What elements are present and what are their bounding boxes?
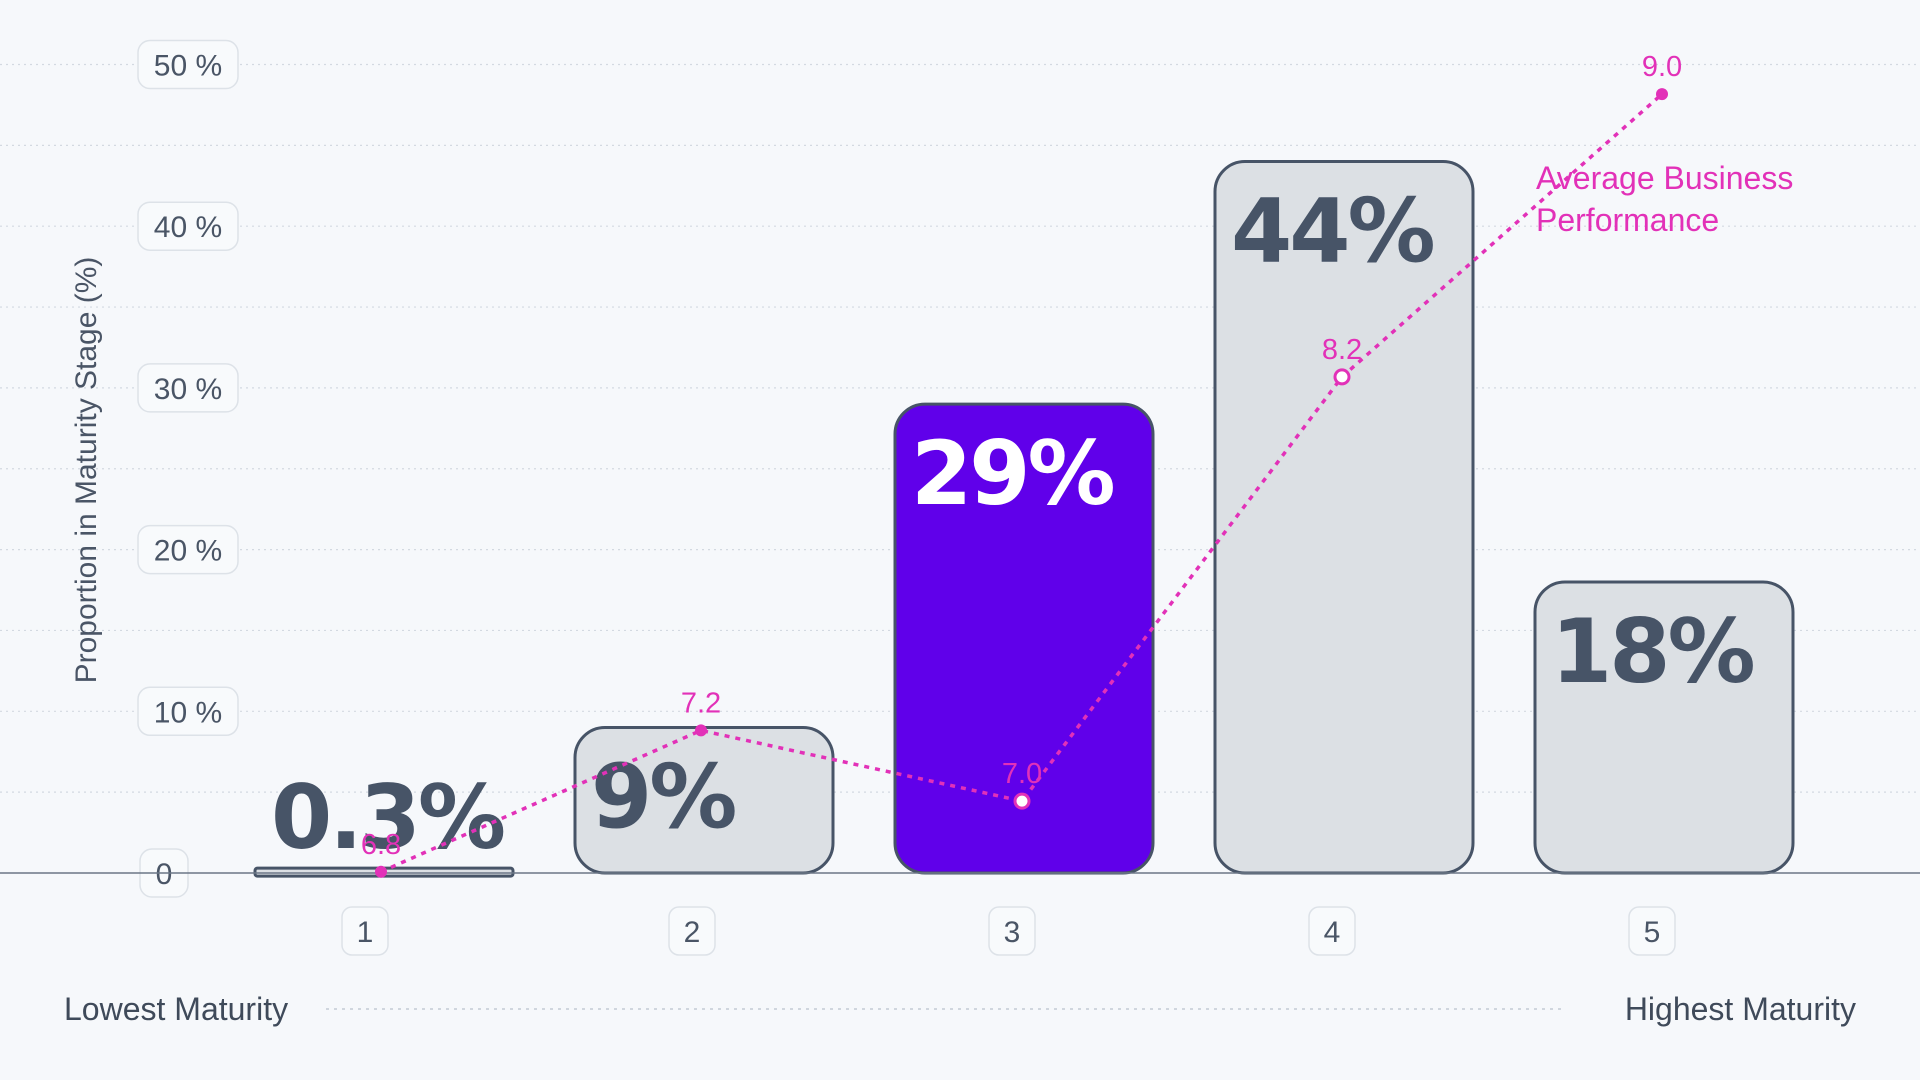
y-tick-pill bbox=[137, 363, 239, 413]
performance-value-label: 6.8 bbox=[361, 829, 401, 861]
x-tick-pill bbox=[1628, 906, 1676, 956]
x-tick-label: 2 bbox=[684, 916, 701, 949]
bar-value-label: 29% bbox=[911, 422, 1113, 525]
highest-maturity-label: Highest Maturity bbox=[1625, 991, 1856, 1027]
y-tick-label: 30 % bbox=[154, 373, 222, 406]
y-tick-pill bbox=[137, 524, 239, 575]
y-tick-pill bbox=[137, 201, 239, 251]
x-tick-label: 3 bbox=[1004, 916, 1021, 949]
y-tick-label: 50 % bbox=[154, 50, 222, 83]
x-tick-pill bbox=[1308, 906, 1356, 956]
x-tick-pill bbox=[341, 906, 389, 956]
legend-line-1: Average Business bbox=[1536, 160, 1793, 196]
x-axis-ticks: 1 2 3 4 5 bbox=[341, 906, 1676, 956]
performance-value-label: 9.0 bbox=[1642, 51, 1682, 83]
performance-point bbox=[695, 724, 707, 737]
y-axis-label: Proportion in Maturity Stage (%) bbox=[70, 257, 103, 684]
line-legend: Average Business Performance bbox=[1536, 160, 1793, 238]
performance-point bbox=[375, 865, 387, 878]
performance-value-label: 8.2 bbox=[1322, 334, 1362, 366]
y-axis-ticks: 0 10 % 20 % 30 % 40 % 50 % bbox=[137, 39, 239, 898]
bar-value-label: 9% bbox=[591, 745, 735, 848]
x-tick-label: 4 bbox=[1324, 916, 1341, 949]
bar-value-label: 44% bbox=[1231, 180, 1433, 283]
y-tick-label: 0 bbox=[156, 858, 173, 891]
performance-point bbox=[1333, 368, 1351, 386]
lowest-maturity-label: Lowest Maturity bbox=[64, 991, 288, 1027]
y-tick-label: 40 % bbox=[154, 211, 222, 244]
legend-line-2: Performance bbox=[1536, 202, 1719, 238]
y-tick-label: 10 % bbox=[154, 696, 222, 729]
bar-layer: 0.3% 9% 29% 44% 18% bbox=[253, 160, 1795, 878]
x-tick-pill bbox=[988, 906, 1036, 956]
performance-value-label: 7.2 bbox=[681, 687, 721, 719]
y-tick-pill bbox=[137, 39, 239, 90]
performance-series-line bbox=[380, 92, 1664, 874]
performance-point bbox=[1656, 88, 1668, 101]
x-tick-pill bbox=[668, 906, 716, 956]
y-tick-pill bbox=[137, 686, 239, 737]
x-tick-label: 5 bbox=[1644, 916, 1661, 949]
performance-line-layer: 6.8 7.2 7.0 8.2 9.0 bbox=[361, 51, 1682, 878]
y-tick-label: 20 % bbox=[154, 535, 222, 568]
x-tick-label: 1 bbox=[357, 916, 374, 949]
performance-point bbox=[1013, 792, 1031, 810]
performance-value-label: 7.0 bbox=[1002, 758, 1042, 790]
bar-value-label: 0.3% bbox=[271, 766, 504, 869]
maturity-scale-footer: Lowest Maturity Highest Maturity bbox=[64, 991, 1856, 1027]
bar-value-label: 18% bbox=[1551, 600, 1753, 703]
